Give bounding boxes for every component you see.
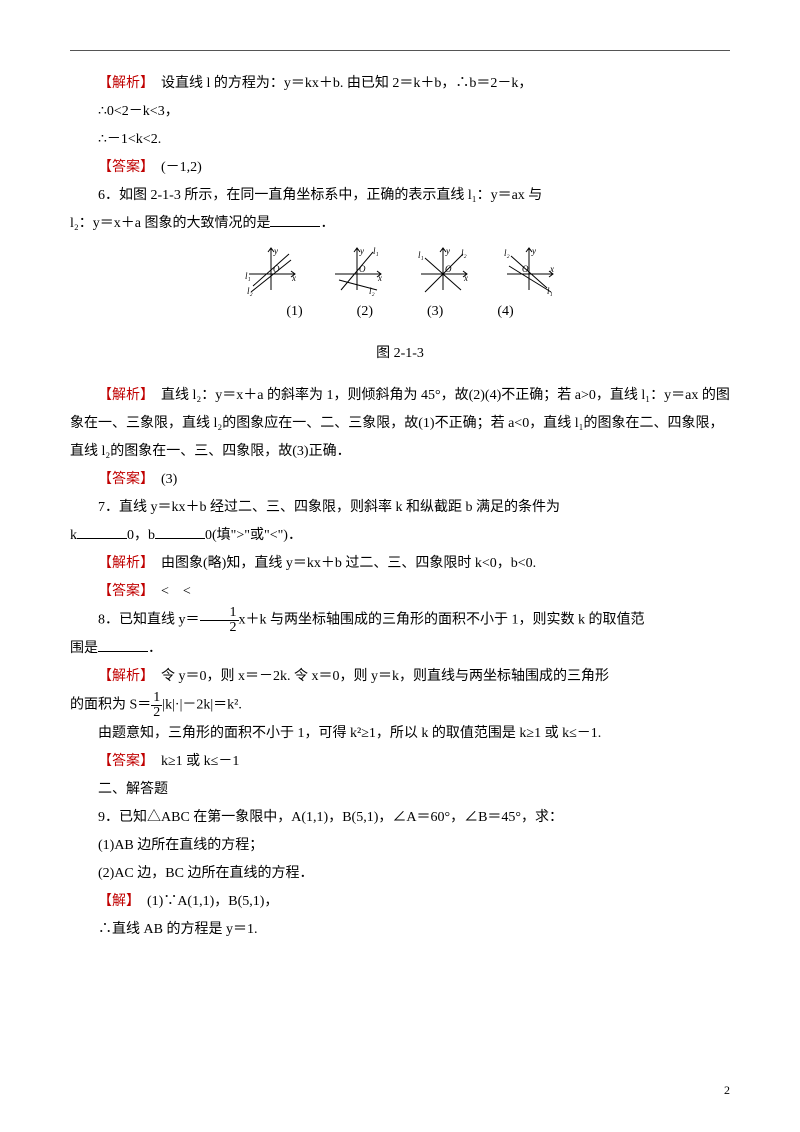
q8-text-cont: 围是．	[70, 635, 730, 663]
svg-text:O: O	[445, 264, 452, 274]
answer-label: 【答案】	[98, 160, 147, 175]
answer-label: 【答案】	[98, 754, 147, 769]
q9-solution: 【解】 (1)∵A(1,1)，B(5,1)，	[70, 888, 730, 916]
q7-analysis: 【解析】 由图象(略)知，直线 y＝kx＋b 过二、三、四象限时 k<0，b<0…	[70, 550, 730, 578]
svg-text:l₂: l₂	[369, 286, 375, 296]
analysis-label: 【解析】	[98, 76, 147, 91]
svg-text:y: y	[359, 246, 364, 256]
analysis-text: 令 y＝0，则 x＝－2k. 令 x＝0，则 y＝k，则直线与两坐标轴围成的三角…	[147, 669, 609, 684]
q6-analysis: 【解析】 直线 l₂：y＝x＋a 的斜率为 1，则倾斜角为 45°，故(2)(4…	[70, 382, 730, 466]
figure-3: y x O l₁ l₂	[415, 246, 471, 296]
q9-text: 9．已知△ABC 在第一象限中，A(1,1)，B(5,1)，∠A＝60°，∠B＝…	[70, 804, 730, 832]
q8-text: 8．已知直线 y＝12x＋k 与两坐标轴围成的三角形的面积不小于 1，则实数 k…	[70, 606, 730, 635]
figure-labels: (1) (2) (3) (4)	[70, 298, 730, 326]
svg-text:l₁: l₁	[418, 250, 424, 260]
q6-text: 6．如图 2-1-3 所示，在同一直角坐标系中，正确的表示直线 l₁：y＝ax …	[70, 182, 730, 210]
blank	[270, 212, 320, 227]
q9-sol-cont: ∴直线 AB 的方程是 y＝1.	[70, 916, 730, 944]
fig-label: (3)	[427, 298, 443, 326]
q7-answer: 【答案】 < <	[70, 578, 730, 606]
q6-answer: 【答案】 (3)	[70, 466, 730, 494]
analysis-label: 【解析】	[98, 669, 147, 684]
fig-label: (2)	[357, 298, 373, 326]
svg-text:l₁: l₁	[547, 286, 553, 296]
figure-row: y x O l₁ l₂ y x O l₁ l₂	[70, 246, 730, 296]
top-divider	[70, 50, 730, 51]
blank	[98, 637, 148, 652]
blank	[155, 524, 205, 539]
analysis-text: 设直线 l 的方程为：y＝kx＋b. 由已知 2＝k＋b，∴b＝2－k，	[147, 76, 532, 91]
answer-text: (－1,2)	[147, 160, 202, 175]
svg-text:y: y	[445, 246, 450, 256]
svg-text:y: y	[273, 246, 278, 256]
svg-text:x: x	[291, 273, 296, 283]
q8-ana-cont: 的面积为 S＝12|k|·|－2k|＝k².	[70, 691, 730, 720]
q8-analysis: 【解析】 令 y＝0，则 x＝－2k. 令 x＝0，则 y＝k，则直线与两坐标轴…	[70, 663, 730, 691]
svg-text:l₁: l₁	[373, 246, 379, 256]
blank	[77, 524, 127, 539]
svg-text:l₂: l₂	[504, 248, 510, 258]
figure-caption: 图 2-1-3	[70, 340, 730, 368]
q7-text-cont: k0，b0(填">"或"<")．	[70, 522, 730, 550]
svg-text:O: O	[273, 264, 280, 274]
figure-2: y x O l₁ l₂	[329, 246, 385, 296]
analysis-para: 【解析】 设直线 l 的方程为：y＝kx＋b. 由已知 2＝k＋b，∴b＝2－k…	[70, 70, 730, 98]
answer-label: 【答案】	[98, 584, 147, 599]
answer-text: k≥1 或 k≤－1	[147, 754, 239, 769]
document-body: 【解析】 设直线 l 的方程为：y＝kx＋b. 由已知 2＝k＋b，∴b＝2－k…	[70, 70, 730, 944]
page-number: 2	[724, 1078, 730, 1102]
solution-text: (1)∵A(1,1)，B(5,1)，	[133, 894, 278, 909]
q9-sub1: (1)AB 边所在直线的方程；	[70, 832, 730, 860]
answer-label: 【答案】	[98, 472, 147, 487]
svg-text:y: y	[531, 246, 536, 256]
figure-1: y x O l₁ l₂	[243, 246, 299, 296]
figure-4: y x O l₂ l₁	[501, 246, 557, 296]
step-text: ∴0<2－k<3，	[70, 98, 730, 126]
q8-ana-cont2: 由题意知，三角形的面积不小于 1，可得 k²≥1，所以 k 的取值范围是 k≥1…	[70, 720, 730, 748]
answer-text: (3)	[147, 472, 177, 487]
analysis-label: 【解析】	[98, 388, 147, 403]
answer-para: 【答案】 (－1,2)	[70, 154, 730, 182]
answer-text: < <	[147, 584, 191, 599]
svg-text:l₂: l₂	[247, 286, 253, 296]
svg-text:x: x	[549, 264, 554, 274]
svg-text:x: x	[377, 273, 382, 283]
svg-text:O: O	[359, 264, 366, 274]
q8-answer: 【答案】 k≥1 或 k≤－1	[70, 748, 730, 776]
analysis-label: 【解析】	[98, 556, 147, 571]
svg-text:l₁: l₁	[245, 271, 251, 281]
q9-sub2: (2)AC 边，BC 边所在直线的方程．	[70, 860, 730, 888]
q7-text: 7．直线 y＝kx＋b 经过二、三、四象限，则斜率 k 和纵截距 b 满足的条件…	[70, 494, 730, 522]
q6-text-cont: l₂：y＝x＋a 图象的大致情况的是．	[70, 210, 730, 238]
analysis-text: 直线 l₂：y＝x＋a 的斜率为 1，则倾斜角为 45°，故(2)(4)不正确；…	[70, 388, 730, 459]
fraction: 12	[200, 606, 239, 635]
analysis-text: 由图象(略)知，直线 y＝kx＋b 过二、三、四象限时 k<0，b<0.	[147, 556, 536, 571]
fig-label: (4)	[497, 298, 513, 326]
svg-text:x: x	[463, 273, 468, 283]
fraction: 12	[151, 691, 162, 720]
svg-text:l₂: l₂	[461, 248, 467, 258]
svg-text:O: O	[522, 264, 529, 274]
section-title: 二、解答题	[70, 776, 730, 804]
fig-label: (1)	[286, 298, 302, 326]
solution-label: 【解】	[98, 894, 133, 909]
step-text: ∴－1<k<2.	[70, 126, 730, 154]
